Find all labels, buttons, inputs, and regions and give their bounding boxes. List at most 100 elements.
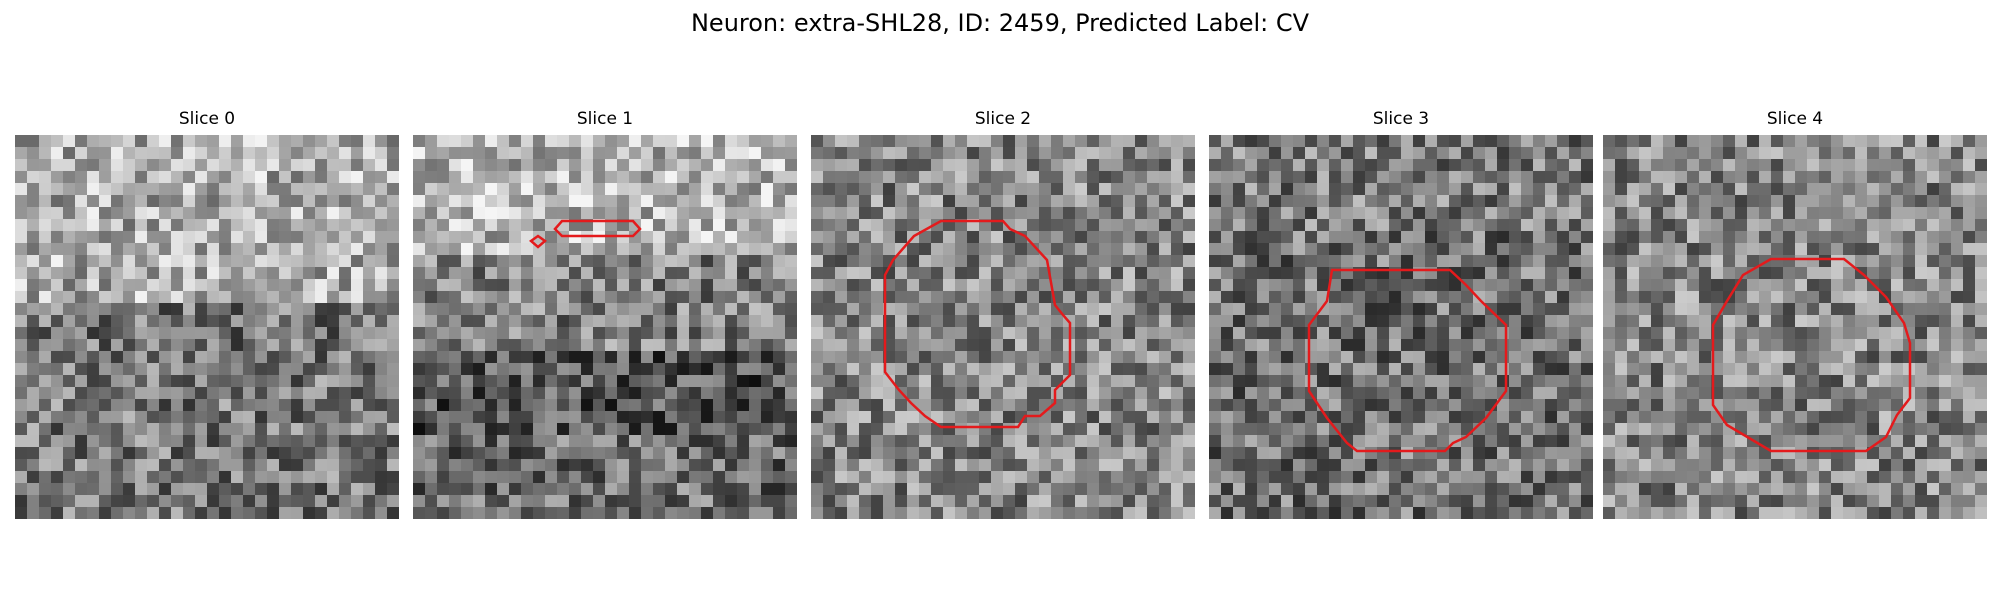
pixel	[967, 387, 980, 400]
pixel	[1437, 303, 1450, 316]
pixel	[339, 459, 352, 472]
pixel	[1975, 147, 1987, 160]
pixel	[1401, 231, 1414, 244]
pixel	[931, 459, 944, 472]
pixel	[1627, 363, 1640, 376]
pixel	[1963, 351, 1976, 364]
pixel	[51, 423, 64, 436]
pixel	[413, 303, 426, 316]
pixel	[387, 435, 399, 448]
pixel	[979, 507, 992, 519]
pixel	[1687, 459, 1700, 472]
pixel	[1171, 291, 1184, 304]
pixel	[449, 387, 462, 400]
pixel	[339, 147, 352, 160]
pixel	[123, 483, 136, 496]
pixel	[737, 387, 750, 400]
pixel	[267, 327, 280, 340]
pixel	[1639, 339, 1652, 352]
pixel	[1087, 507, 1100, 519]
pixel	[1651, 303, 1664, 316]
pixel	[1401, 471, 1414, 484]
pixel	[1831, 423, 1844, 436]
pixel	[689, 243, 702, 256]
pixel	[1867, 399, 1880, 412]
pixel	[183, 147, 196, 160]
pixel	[279, 147, 292, 160]
pixel	[1269, 243, 1282, 256]
pixel	[1183, 219, 1195, 232]
pixel	[425, 411, 438, 424]
pixel	[1855, 423, 1868, 436]
pixel	[1269, 459, 1282, 472]
pixel	[1111, 279, 1124, 292]
pixel	[1353, 291, 1366, 304]
pixel	[1807, 327, 1820, 340]
pixel	[1135, 231, 1148, 244]
pixel	[1663, 339, 1676, 352]
pixel	[1051, 219, 1064, 232]
pixel	[859, 219, 872, 232]
pixel	[1963, 255, 1976, 268]
pixel	[1353, 375, 1366, 388]
pixel	[1245, 375, 1258, 388]
pixel	[1735, 327, 1748, 340]
pixel	[267, 399, 280, 412]
pixel	[641, 279, 654, 292]
pixel	[1711, 243, 1724, 256]
pixel	[871, 315, 884, 328]
pixel	[1437, 243, 1450, 256]
pixel	[147, 471, 160, 484]
pixel	[1533, 195, 1546, 208]
pixel	[1891, 159, 1904, 172]
pixel	[159, 387, 172, 400]
pixel	[1425, 447, 1438, 460]
pixel	[569, 339, 582, 352]
pixel	[811, 483, 824, 496]
pixel	[785, 255, 797, 268]
pixel	[1257, 339, 1270, 352]
pixel	[1027, 363, 1040, 376]
pixel	[171, 339, 184, 352]
pixel	[485, 207, 498, 220]
pixel	[1675, 411, 1688, 424]
pixel	[1209, 495, 1222, 508]
pixel	[437, 171, 450, 184]
pixel	[1521, 459, 1534, 472]
pixel	[1051, 483, 1064, 496]
pixel	[339, 363, 352, 376]
pixel	[1963, 207, 1976, 220]
pixel	[461, 363, 474, 376]
pixel	[871, 447, 884, 460]
pixel	[665, 411, 678, 424]
pixel	[931, 255, 944, 268]
pixel	[485, 363, 498, 376]
pixel	[847, 363, 860, 376]
pixel	[1963, 243, 1976, 256]
pixel	[641, 219, 654, 232]
pixel	[943, 231, 956, 244]
pixel	[931, 183, 944, 196]
pixel	[279, 159, 292, 172]
pixel	[1533, 243, 1546, 256]
pixel	[725, 507, 738, 519]
pixel	[835, 423, 848, 436]
pixel	[859, 411, 872, 424]
pixel	[1087, 303, 1100, 316]
pixel	[1003, 195, 1016, 208]
pixel	[1003, 483, 1016, 496]
pixel	[569, 507, 582, 519]
pixel	[1855, 447, 1868, 460]
pixel	[27, 195, 40, 208]
pixel	[689, 315, 702, 328]
pixel	[231, 243, 244, 256]
pixel	[1783, 387, 1796, 400]
pixel	[1903, 135, 1916, 148]
pixel	[1075, 339, 1088, 352]
pixel	[1063, 255, 1076, 268]
pixel	[461, 267, 474, 280]
pixel	[1975, 279, 1987, 292]
pixel	[1963, 375, 1976, 388]
pixel	[1521, 435, 1534, 448]
pixel	[171, 351, 184, 364]
